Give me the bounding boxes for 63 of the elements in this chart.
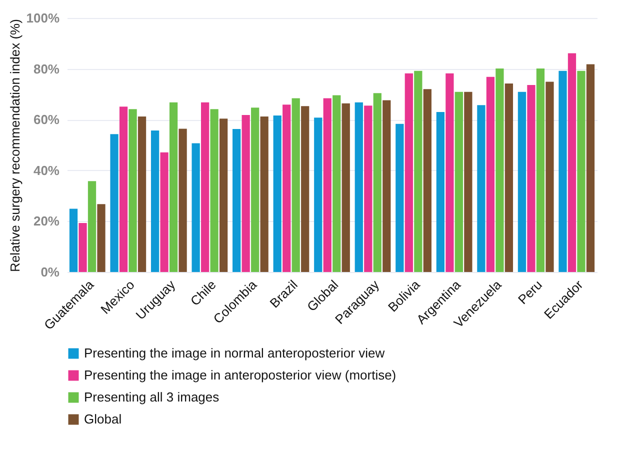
- bar: [251, 108, 260, 272]
- bar: [382, 100, 391, 272]
- bar: [486, 76, 495, 272]
- bar: [354, 102, 363, 272]
- bar: [373, 93, 382, 272]
- bar: [242, 115, 250, 272]
- bar: [314, 118, 322, 272]
- bar: [323, 98, 332, 272]
- bar: [586, 64, 595, 272]
- bar: [477, 105, 486, 272]
- bar: [496, 68, 504, 272]
- bar: [160, 152, 168, 272]
- y-tick-label: 0%: [40, 264, 60, 280]
- bar: [110, 134, 118, 272]
- bar: [178, 128, 187, 272]
- bar: [546, 82, 554, 272]
- bar: [558, 70, 567, 272]
- bar: [128, 109, 137, 272]
- bar: [396, 124, 404, 272]
- bar: [138, 116, 146, 272]
- bar: [342, 103, 350, 272]
- y-tick-label: 60%: [33, 112, 60, 128]
- bar: [414, 70, 422, 272]
- y-tick-label: 20%: [33, 214, 60, 229]
- bar: [119, 106, 128, 272]
- bar: [332, 95, 341, 272]
- bar: [518, 92, 526, 272]
- bar: [201, 102, 210, 272]
- bar: [404, 73, 413, 272]
- bar: [150, 130, 160, 272]
- bar: [273, 116, 282, 272]
- bar: [423, 89, 432, 272]
- bar: [568, 53, 576, 272]
- bar: [504, 84, 514, 272]
- bar: [169, 102, 178, 272]
- bar: [88, 181, 96, 272]
- bar: [436, 112, 445, 272]
- y-axis-title: Relative surgery recommendation index (%): [7, 19, 22, 272]
- bar: [219, 118, 228, 272]
- y-tick-label: 100%: [26, 10, 60, 26]
- bar: [446, 73, 454, 272]
- y-tick-label: 40%: [33, 162, 60, 178]
- bar: [464, 92, 472, 272]
- bar: [364, 106, 372, 272]
- legend-label: Presenting all 3 images: [84, 390, 220, 404]
- legend-label: Global: [84, 412, 122, 426]
- legend-label: Presenting the image in normal anteroposterior view: [84, 346, 386, 360]
- bar: [78, 222, 87, 272]
- bar: [192, 143, 200, 272]
- bar: [301, 106, 310, 272]
- bar: [577, 70, 586, 272]
- legend-label: Presenting the image in anteroposterior view (mortise): [84, 368, 396, 382]
- bar: [454, 92, 463, 272]
- y-tick-label: 80%: [33, 61, 60, 76]
- bar: [282, 104, 291, 272]
- bar: [260, 116, 268, 272]
- bar: [527, 85, 536, 272]
- bar: [232, 129, 241, 272]
- bar: [210, 109, 218, 272]
- bar: [536, 68, 545, 272]
- bar: [97, 204, 106, 272]
- bar: [292, 98, 300, 272]
- bar: [69, 208, 78, 272]
